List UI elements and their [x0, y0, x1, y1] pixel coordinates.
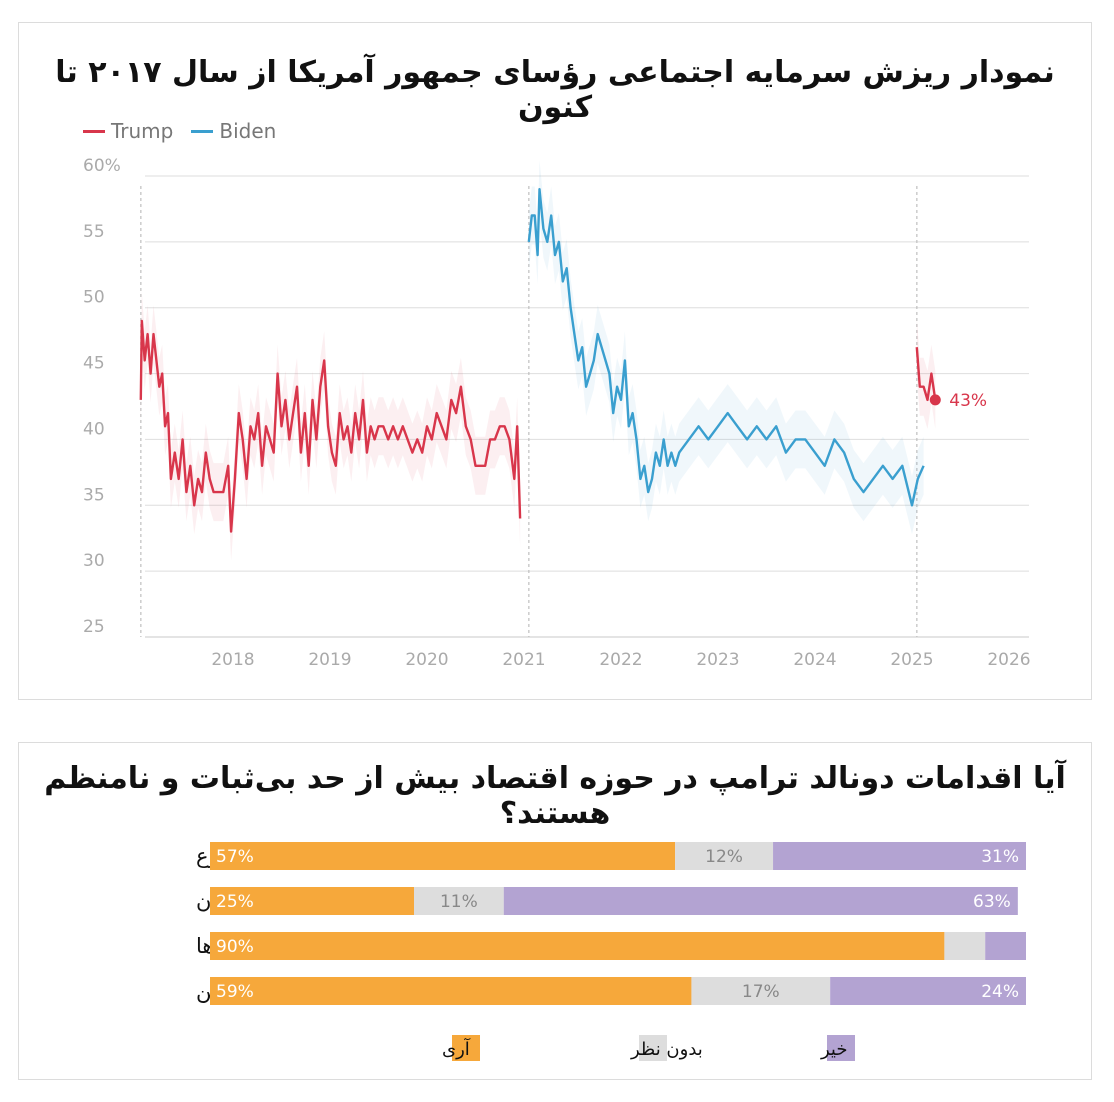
legend-label-biden: Biden [219, 119, 277, 143]
bar-chart-panel: آیا اقدامات دونالد ترامپ در حوزه اقتصاد … [18, 742, 1092, 1080]
line-chart-legend: Trump Biden [83, 119, 276, 143]
bar-chart-title: آیا اقدامات دونالد ترامپ در حوزه اقتصاد … [44, 761, 1066, 831]
legend-item-trump: Trump [83, 119, 173, 143]
bar-value-label: 31% [981, 847, 1019, 867]
bar-segment [210, 887, 414, 915]
end-point-label: 43% [949, 391, 987, 411]
legend-label: خیر [820, 1039, 848, 1060]
legend-label-trump: Trump [111, 119, 174, 143]
bar-value-label: 17% [742, 982, 780, 1002]
y-tick-label: 35 [83, 485, 105, 505]
legend-swatch-biden [191, 129, 214, 133]
x-tick-label: 2026 [987, 650, 1030, 670]
bar-segment [675, 842, 774, 870]
series-line-1 [527, 187, 925, 507]
y-tick-label: 45 [83, 354, 105, 374]
series-line-0 [139, 319, 522, 533]
series-band [528, 160, 924, 535]
bar-segment [210, 977, 692, 1005]
legend-item-biden: Biden [191, 119, 276, 143]
line-chart-title: نمودار ریزش سرمایه اجتماعی رؤسای جمهور آ… [55, 55, 1055, 125]
bar-value-label: 57% [216, 847, 254, 867]
y-tick-label: 25 [83, 617, 105, 637]
x-tick-label: 2019 [308, 650, 351, 670]
bar-segment [414, 887, 504, 915]
x-tick-label: 2021 [502, 650, 545, 670]
legend-swatch [639, 1035, 667, 1061]
bar-segment [985, 932, 1026, 960]
series-line-2 [915, 347, 937, 402]
bar-segment [830, 977, 1026, 1005]
bar-segment [944, 932, 986, 960]
bar-segment [210, 932, 945, 960]
bar-value-label: 25% [216, 892, 254, 912]
legend-label: آری [442, 1037, 471, 1060]
legend-swatch [452, 1035, 480, 1061]
x-tick-label: 2022 [599, 650, 642, 670]
end-point-marker [929, 394, 941, 406]
legend-swatch [827, 1035, 855, 1061]
series-band [140, 291, 521, 561]
bar-value-label: 90% [216, 937, 254, 957]
legend-label: بدون نظر [630, 1039, 703, 1060]
y-tick-label: 60% [83, 156, 121, 176]
bar-segment [773, 842, 1026, 870]
y-tick-label: 40 [83, 419, 105, 439]
bar-value-label: 12% [705, 847, 743, 867]
y-tick-label: 55 [83, 222, 105, 242]
legend-swatch-trump [83, 129, 105, 133]
y-tick-label: 30 [83, 551, 105, 571]
x-tick-label: 2024 [793, 650, 836, 670]
x-tick-label: 2020 [405, 650, 448, 670]
line-chart-plot: 25 30 35 40 45 50 55 60% 2018 2019 2020 2021 2022 202… [83, 156, 1031, 670]
bar-value-label: 24% [981, 982, 1019, 1002]
bar-value-label: 11% [440, 892, 478, 912]
x-tick-label: 2018 [211, 650, 254, 670]
x-tick-label: 2025 [890, 650, 933, 670]
x-tick-label: 2023 [696, 650, 739, 670]
y-tick-label: 50 [83, 288, 105, 308]
bar-chart-plot: مجموع57%12%31%جمهوری‌خواهان25%11%63%دموک… [196, 842, 1026, 1061]
line-chart-panel: نمودار ریزش سرمایه اجتماعی رؤسای جمهور آ… [18, 22, 1092, 700]
bar-value-label: 59% [216, 982, 254, 1002]
bar-segment [691, 977, 831, 1005]
bar-segment [503, 887, 1018, 915]
bar-value-label: 63% [973, 892, 1011, 912]
bar-segment [210, 842, 676, 870]
